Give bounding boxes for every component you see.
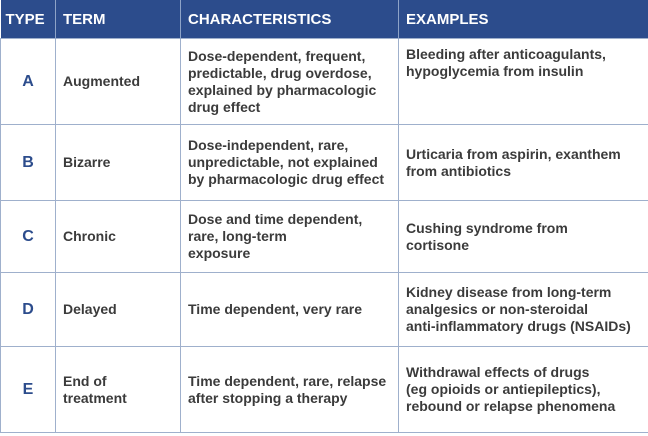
term-cell: Augmented [55,38,181,125]
examples-cell: Withdrawal effects of drugs (eg opioids … [398,346,648,433]
type-cell: B [0,124,56,201]
term-cell: End of treatment [55,346,181,433]
characteristics-cell: Dose-dependent, frequent, predictable, d… [180,38,399,125]
characteristics-cell: Dose-independent, rare, unpredictable, n… [180,124,399,201]
header-cell: TERM [55,0,181,39]
header-cell: EXAMPLES [398,0,648,39]
term-cell: Chronic [55,200,181,273]
examples-cell: Urticaria from aspirin, exanthem from an… [398,124,648,201]
characteristics-cell: Time dependent, very rare [180,272,399,347]
type-cell: E [0,346,56,433]
type-cell: D [0,272,56,347]
characteristics-cell: Dose and time dependent, rare, long-term… [180,200,399,273]
header-cell: CHARACTERISTICS [180,0,399,39]
examples-cell: Cushing syndrome from cortisone [398,200,648,273]
table-row: E End of treatment Time dependent, rare, r… [0,346,648,433]
table-body: A Augmented Dose-dependent, frequent, pred… [0,38,648,433]
header-cell: TYPE [0,0,56,39]
table-row: A Augmented Dose-dependent, frequent, pred… [0,38,648,125]
term-cell: Bizarre [55,124,181,201]
term-cell: Delayed [55,272,181,347]
examples-cell: Kidney disease from long-term analgesics… [398,272,648,347]
type-cell: C [0,200,56,273]
examples-cell: Bleeding after anticoagulants, hypoglyce… [398,38,648,125]
characteristics-cell: Time dependent, rare, relapse after stop… [180,346,399,433]
table-row: B Bizarre Dose-independent, rare, unpredic… [0,124,648,201]
table-header: TYPE TERM CHARACTERISTICS EXAMPLES [0,0,648,39]
table-row: D Delayed Time dependent, very rare Kidney … [0,272,648,347]
table-row: C Chronic Dose and time dependent, rare, l… [0,200,648,273]
type-cell: A [0,38,56,125]
header-row: TYPE TERM CHARACTERISTICS EXAMPLES [0,0,648,39]
